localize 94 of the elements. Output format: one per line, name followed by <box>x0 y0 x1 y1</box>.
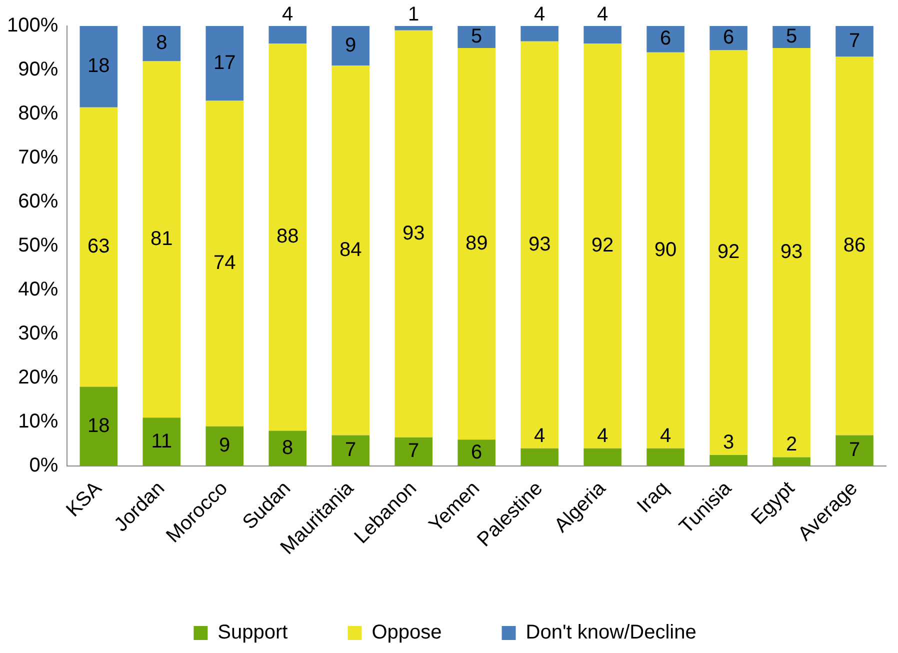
legend-label: Support <box>218 622 288 644</box>
bar <box>772 457 810 466</box>
bar <box>332 26 370 66</box>
bar <box>458 440 496 466</box>
data-label: 4 <box>282 4 294 26</box>
y-tick-label: 50% <box>18 234 58 257</box>
bar <box>772 26 810 48</box>
bar <box>332 435 370 466</box>
data-label: 3 <box>722 432 734 454</box>
data-label: 6 <box>471 441 482 464</box>
bar <box>646 448 684 466</box>
y-tick-label: 0% <box>29 454 58 477</box>
bar <box>142 418 181 466</box>
bar <box>394 26 432 30</box>
data-label: 7 <box>848 30 860 52</box>
data-label: 93 <box>402 222 425 244</box>
bar <box>646 26 684 52</box>
y-tick-label: 20% <box>18 366 58 389</box>
bar <box>584 448 622 466</box>
data-label: 90 <box>654 238 677 261</box>
x-tick-label: KSA <box>62 476 107 522</box>
data-label: 93 <box>528 233 551 256</box>
data-label: 6 <box>722 26 734 49</box>
bar <box>394 30 432 438</box>
bar <box>520 448 558 466</box>
data-label: 2 <box>786 434 798 456</box>
data-label: 4 <box>660 424 672 447</box>
bar <box>710 26 748 50</box>
bar <box>268 430 307 466</box>
y-tick-label: 60% <box>18 190 58 213</box>
data-label: 5 <box>471 26 482 48</box>
x-tick-label: Iraq <box>633 477 673 518</box>
data-label: 88 <box>276 226 299 248</box>
bar <box>206 100 244 426</box>
data-label: 86 <box>843 234 866 257</box>
data-label: 8 <box>156 32 168 54</box>
data-label: 7 <box>848 439 860 462</box>
bar <box>268 44 307 431</box>
y-tick-label: 90% <box>18 58 58 81</box>
data-label: 63 <box>88 236 110 258</box>
y-tick-label: 40% <box>18 278 58 301</box>
y-tick-label: 10% <box>18 410 58 433</box>
bar <box>394 437 432 466</box>
data-label: 92 <box>591 234 614 257</box>
bar <box>710 50 748 455</box>
bar <box>458 48 496 440</box>
bar <box>646 52 684 448</box>
y-tick-label: 70% <box>18 146 58 169</box>
legend-label: Don't know/Decline <box>526 622 696 644</box>
data-label: 8 <box>282 436 294 459</box>
bar <box>584 44 622 448</box>
data-label: 9 <box>219 434 230 457</box>
bar <box>836 26 874 57</box>
legend-label: Oppose <box>372 622 442 644</box>
bar <box>584 26 622 44</box>
data-label: 4 <box>534 4 546 26</box>
data-label: 7 <box>345 439 356 462</box>
bar <box>80 107 118 387</box>
bar <box>836 435 874 466</box>
data-label: 4 <box>596 4 608 26</box>
bar <box>710 455 748 466</box>
bar <box>206 26 244 101</box>
data-label: 7 <box>408 440 420 462</box>
data-label: 93 <box>780 241 803 264</box>
data-label: 4 <box>596 424 608 447</box>
data-label: 6 <box>660 28 672 50</box>
bar <box>268 26 307 44</box>
data-label: 81 <box>150 228 173 250</box>
bar <box>206 426 244 466</box>
bar <box>458 26 496 48</box>
bar <box>142 26 181 62</box>
bar <box>520 26 558 42</box>
bar <box>142 61 181 418</box>
bar <box>836 56 874 436</box>
bar <box>80 386 118 466</box>
data-label: 9 <box>345 34 356 56</box>
y-tick-label: 80% <box>18 102 58 125</box>
bar <box>332 66 370 436</box>
data-label: 89 <box>465 232 488 254</box>
y-tick-label: 100% <box>6 14 58 37</box>
data-label: 11 <box>151 430 172 452</box>
bar <box>772 48 810 458</box>
bar <box>80 26 118 108</box>
data-label: 92 <box>717 241 740 264</box>
data-label: 17 <box>214 52 236 74</box>
bar <box>520 41 558 448</box>
data-label: 84 <box>339 238 362 261</box>
data-label: 1 <box>408 4 420 26</box>
data-label: 74 <box>214 252 236 274</box>
data-label: 5 <box>786 26 798 48</box>
y-tick-label: 30% <box>18 322 58 345</box>
data-label: 4 <box>534 424 546 447</box>
data-label: 18 <box>88 55 110 78</box>
data-label: 18 <box>88 414 110 437</box>
